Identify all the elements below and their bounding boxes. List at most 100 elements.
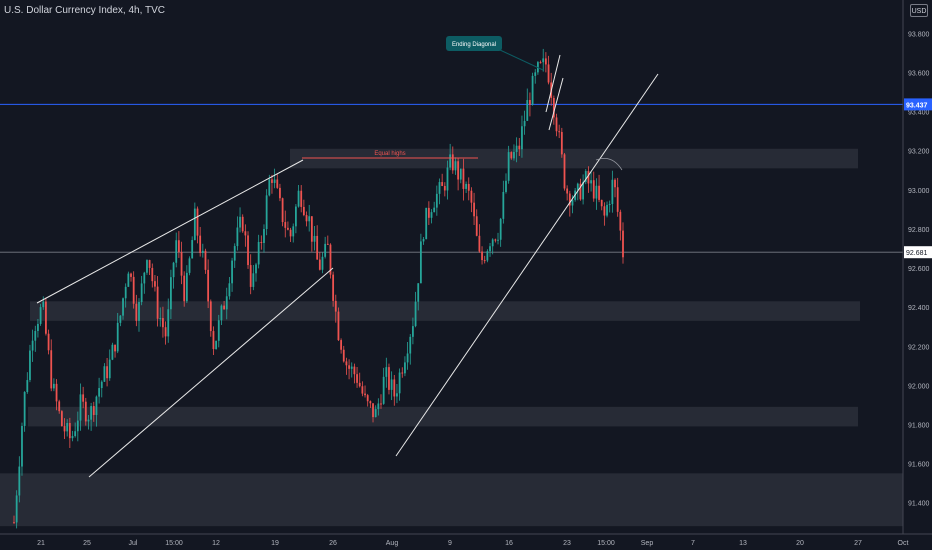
candle-body: [199, 235, 202, 253]
candle-body: [154, 281, 156, 287]
candle-body: [140, 283, 143, 303]
candle-body: [361, 386, 364, 394]
candle-body: [467, 183, 470, 191]
candle-body: [443, 185, 446, 191]
candle-body: [172, 262, 175, 278]
y-tick-label: 92.400: [908, 305, 930, 312]
candle-body: [372, 403, 374, 418]
candle-body: [398, 372, 401, 394]
x-tick-label: 19: [271, 540, 279, 547]
candle-body: [502, 191, 505, 219]
candle-body: [404, 362, 406, 374]
x-tick-label: 15:00: [165, 540, 183, 547]
candle-body: [600, 199, 603, 207]
candle-body: [534, 72, 537, 76]
candle-body: [568, 193, 571, 206]
candle-body: [201, 250, 204, 253]
zone-1: [30, 301, 860, 321]
candle-body: [489, 246, 491, 252]
x-tick-label: Sep: [641, 540, 654, 547]
candle-body: [603, 206, 606, 216]
candle-body: [151, 267, 154, 282]
candle-body: [606, 204, 608, 216]
candle-body: [79, 394, 82, 421]
candle-body: [193, 208, 196, 241]
candle-body: [119, 315, 122, 323]
y-tick-label: 93.200: [908, 149, 930, 156]
current-price-badge: [904, 246, 932, 259]
candle-body: [470, 190, 473, 203]
candle-body: [486, 251, 489, 261]
candle-body: [60, 411, 63, 427]
candle-body: [302, 206, 305, 216]
candle-body: [52, 383, 55, 389]
candle-body: [483, 260, 486, 262]
candle-body: [401, 372, 404, 374]
candle-body: [297, 190, 300, 207]
candle-body: [406, 353, 409, 363]
candle-body: [130, 273, 132, 277]
candle-body: [300, 190, 303, 207]
candle-body: [587, 171, 590, 184]
candle-body: [608, 204, 611, 206]
candle-body: [505, 180, 507, 192]
x-tick-label: Oct: [898, 540, 909, 547]
candle-body: [592, 180, 595, 199]
candle-body: [393, 379, 396, 397]
grid-layer: [0, 103, 903, 253]
candle-body: [475, 216, 478, 236]
y-tick-label: 93.800: [908, 31, 930, 38]
currency-badge[interactable]: USD: [910, 4, 928, 17]
candle-body: [369, 401, 372, 404]
candle-body: [223, 305, 225, 310]
zone-0: [290, 148, 858, 169]
candle-body: [13, 522, 15, 524]
candle-body: [143, 272, 146, 284]
candle-body: [353, 366, 356, 375]
candle-body: [425, 207, 428, 240]
candle-body: [494, 239, 497, 241]
equal-highs-label: Equal highs: [374, 151, 405, 157]
candle-body: [326, 243, 329, 245]
candle-body: [225, 296, 228, 310]
candle-body: [430, 212, 433, 218]
candle-body: [332, 274, 335, 301]
candle-body: [289, 229, 292, 237]
candle-body: [82, 394, 85, 402]
candle-body: [287, 227, 289, 230]
candle-body: [590, 180, 592, 184]
drawings-layer: Equal highs Ending Diagonal: [36, 36, 659, 478]
candle-body: [310, 216, 313, 242]
candle-body: [438, 182, 441, 194]
candle-body: [63, 426, 66, 432]
candle-body: [462, 168, 465, 189]
candle-body: [329, 244, 332, 275]
candle-body: [98, 388, 101, 397]
candle-body: [271, 179, 273, 183]
candle-body: [106, 366, 108, 379]
candle-body: [491, 239, 494, 247]
y-tick-label: 93.400: [908, 110, 930, 117]
y-tick-label: 92.800: [908, 227, 930, 234]
x-tick-label: 20: [796, 540, 804, 547]
x-tick-label: Aug: [386, 540, 399, 547]
candle-body: [34, 330, 37, 341]
candle-body: [459, 168, 462, 180]
candle-body: [611, 179, 614, 205]
candle-body: [465, 183, 467, 189]
candle-body: [614, 179, 616, 188]
candle-body: [542, 58, 545, 63]
candle-body: [284, 222, 287, 228]
y-tick-label: 91.800: [908, 422, 930, 429]
candle-body: [74, 431, 77, 437]
candle-body: [598, 185, 600, 200]
candle-body: [148, 260, 151, 268]
candle-body: [135, 303, 138, 321]
candle-body: [116, 322, 119, 352]
candle-body: [207, 269, 210, 302]
candle-body: [42, 301, 45, 308]
candle-body: [342, 349, 345, 362]
candle-body: [183, 275, 186, 302]
